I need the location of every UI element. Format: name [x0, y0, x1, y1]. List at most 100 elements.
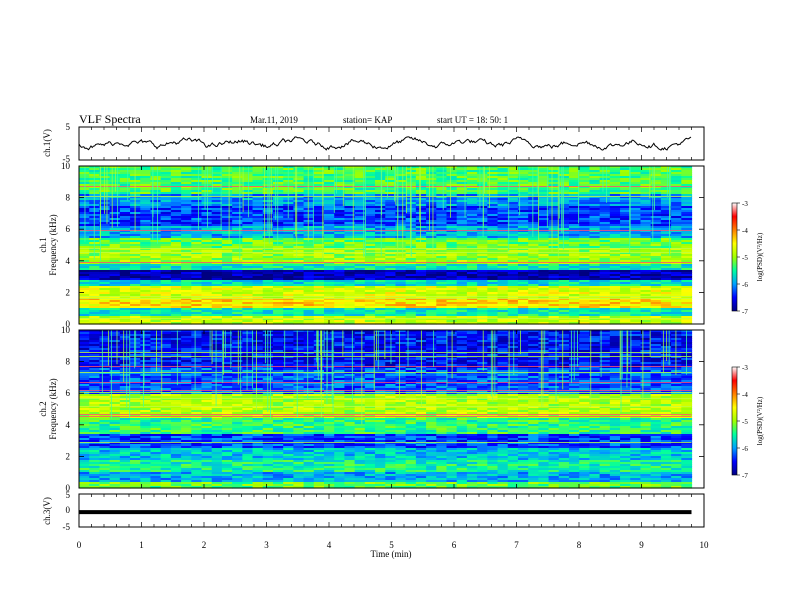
spectrogram-cell — [650, 256, 662, 259]
spectrogram-cell — [375, 304, 386, 307]
spectrogram-cell — [456, 232, 468, 235]
spectrogram-cell — [640, 176, 652, 179]
spectrogram-cell — [415, 220, 427, 223]
spectrogram-cell — [497, 318, 509, 321]
spectrogram-cell — [436, 188, 448, 191]
spectrogram-cell — [671, 176, 682, 179]
spectrogram-cell — [558, 174, 570, 177]
spectrogram-sferic — [508, 166, 510, 252]
spectrogram-cell — [344, 308, 356, 311]
spectrogram-cell — [130, 274, 141, 277]
spectrogram-cell — [191, 292, 203, 295]
spectrogram-cell — [528, 248, 539, 251]
spectrogram-cell — [211, 228, 223, 231]
spectrogram-cell — [242, 282, 254, 285]
spectrogram-cell — [375, 280, 386, 283]
spectrogram-cell — [415, 244, 427, 247]
spectrogram-cell — [385, 200, 397, 203]
spectrogram-cell — [497, 172, 509, 175]
spectrogram-cell — [609, 300, 621, 303]
spectrogram-cell — [630, 198, 642, 201]
spectrogram-cell — [211, 196, 223, 199]
spectrogram-cell — [579, 306, 591, 309]
spectrogram-cell — [170, 282, 182, 285]
spectrogram-sferic — [220, 166, 222, 231]
spectrogram-cell — [630, 276, 642, 279]
spectrogram-cell — [354, 198, 366, 201]
spectrogram-cell — [477, 220, 488, 223]
spectrogram-cell — [232, 172, 243, 175]
spectrogram-cell — [354, 304, 366, 307]
spectrogram-cell — [170, 182, 182, 185]
spectrogram-cell — [232, 168, 243, 171]
spectrogram-cell — [140, 186, 152, 189]
spectrogram-cell — [181, 312, 192, 315]
spectrogram-cell — [170, 180, 182, 183]
spectrogram-cell — [375, 238, 386, 241]
spectrogram-sferic — [100, 166, 102, 239]
spectrogram-cell — [517, 172, 529, 175]
spectrogram-cell — [681, 296, 693, 299]
spectrogram-cell — [324, 166, 335, 169]
spectrogram-cell — [334, 300, 346, 303]
spectrogram-cell — [528, 314, 539, 317]
spectrogram-cell — [507, 206, 519, 209]
spectrogram-cell — [558, 270, 570, 273]
spectrogram-cell — [130, 308, 141, 311]
spectrogram-cell — [211, 198, 223, 201]
spectrogram-cell — [334, 244, 346, 247]
spectrogram-cell — [436, 286, 448, 289]
spectrogram-cell — [334, 188, 346, 191]
spectrogram-cell — [99, 304, 111, 307]
spectrogram-cell — [436, 234, 448, 237]
spectrogram-cell — [160, 252, 172, 255]
spectrogram-cell — [599, 184, 611, 187]
spectrogram-cell — [517, 190, 529, 193]
spectrogram-cell — [599, 226, 611, 229]
spectrogram-cell — [497, 198, 509, 201]
spectrogram-cell — [262, 300, 274, 303]
spectrogram-cell — [303, 236, 315, 239]
spectrogram-cell — [456, 320, 468, 323]
spectrogram-cell — [579, 194, 591, 197]
spectrogram-cell — [109, 318, 121, 321]
spectrogram-cell — [303, 246, 315, 249]
spectrogram-cell — [201, 278, 213, 281]
spectrogram-cell — [599, 306, 611, 309]
spectrogram-cell — [191, 246, 203, 249]
spectrogram-cell — [221, 268, 233, 271]
spectrogram-cell — [569, 290, 580, 293]
spectrogram-cell — [640, 306, 652, 309]
spectrogram-cell — [303, 232, 315, 235]
spectrogram-cell — [395, 208, 407, 211]
spectrogram-cell — [79, 174, 90, 177]
spectrogram-cell — [79, 180, 90, 183]
spectrogram-cell — [89, 292, 101, 295]
spectrogram-cell — [548, 240, 560, 243]
spectrogram-cell — [385, 198, 397, 201]
spectrogram-cell — [344, 194, 356, 197]
spectrogram-cell — [395, 218, 407, 221]
spectrogram-cell — [364, 262, 376, 265]
spectrogram-cell — [660, 190, 672, 193]
spectrogram-cell — [538, 284, 550, 287]
spectrogram-cell — [569, 166, 580, 169]
spectrogram-cell — [528, 234, 539, 237]
spectrogram-cell — [558, 172, 570, 175]
spectrogram-cell — [569, 180, 580, 183]
spectrogram-cell — [221, 226, 233, 229]
spectrogram-cell — [303, 166, 315, 169]
spectrogram-cell — [477, 196, 488, 199]
spectrogram-cell — [528, 174, 539, 177]
spectrogram-cell — [354, 250, 366, 253]
spectrogram-cell — [426, 174, 437, 177]
spectrogram-cell — [201, 248, 213, 251]
spectrogram-cell — [293, 250, 305, 253]
spectrogram-cell — [181, 294, 192, 297]
spectrogram-cell — [303, 238, 315, 241]
spectrogram-cell — [375, 188, 386, 191]
spectrogram-cell — [252, 184, 264, 187]
spectrogram-cell — [160, 286, 172, 289]
spectrogram-cell — [569, 306, 580, 309]
spectrogram-cell — [528, 206, 539, 209]
